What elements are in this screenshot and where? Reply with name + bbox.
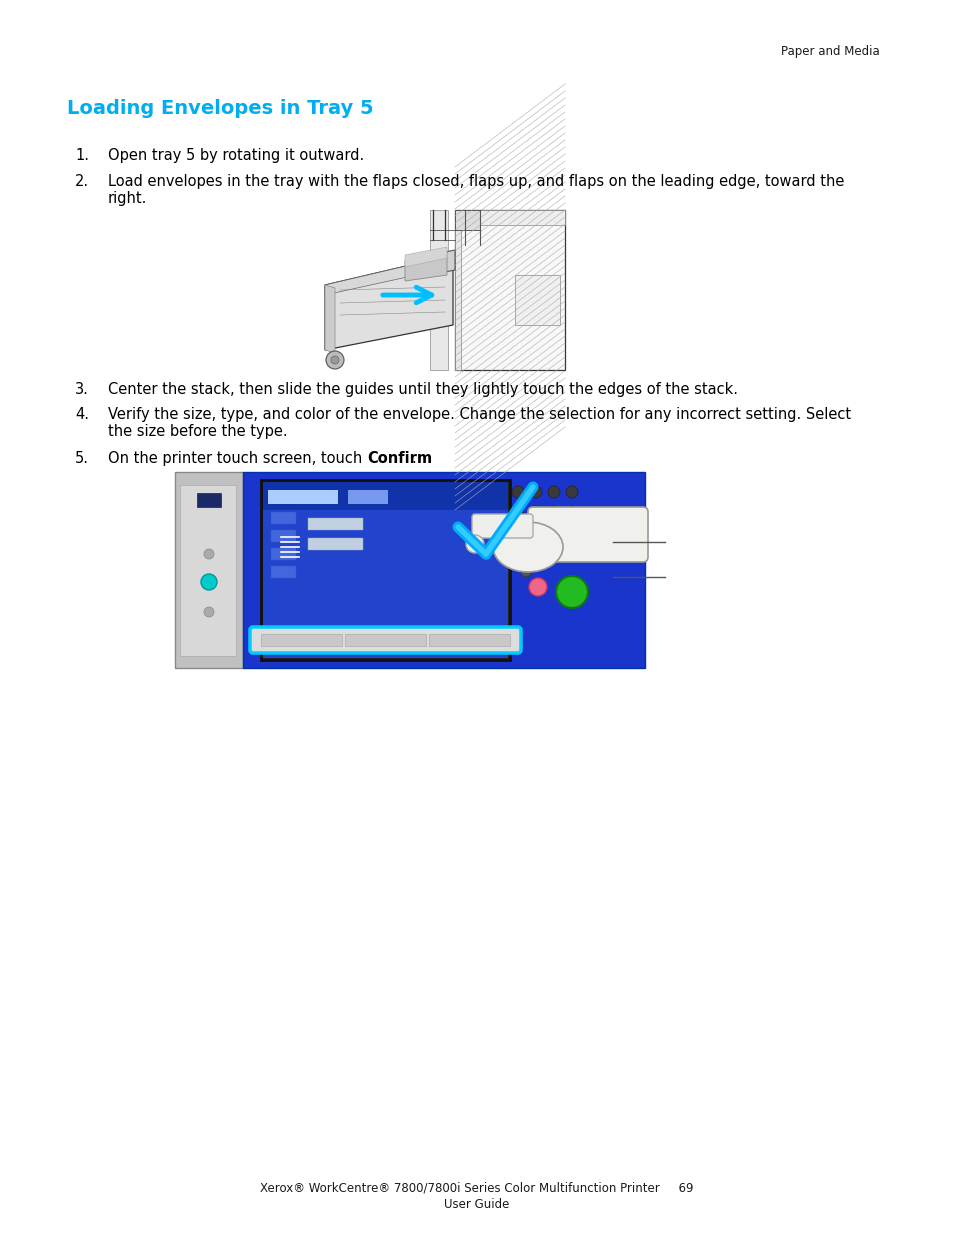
Text: the size before the type.: the size before the type.	[108, 424, 287, 438]
FancyBboxPatch shape	[271, 530, 295, 542]
Text: .: .	[412, 451, 416, 466]
Circle shape	[565, 506, 578, 517]
Circle shape	[204, 606, 213, 618]
Text: 5.: 5.	[75, 451, 89, 466]
Ellipse shape	[493, 522, 562, 572]
Circle shape	[530, 506, 541, 517]
Circle shape	[529, 578, 546, 597]
Circle shape	[547, 526, 559, 538]
Circle shape	[204, 550, 213, 559]
Circle shape	[512, 526, 523, 538]
FancyBboxPatch shape	[308, 538, 363, 550]
Text: 1.: 1.	[75, 148, 89, 163]
Text: 4.: 4.	[75, 408, 89, 422]
Text: Loading Envelopes in Tray 5: Loading Envelopes in Tray 5	[67, 99, 374, 117]
FancyBboxPatch shape	[263, 482, 507, 658]
Circle shape	[547, 546, 559, 558]
FancyBboxPatch shape	[180, 485, 235, 656]
Circle shape	[547, 487, 559, 498]
Polygon shape	[455, 210, 479, 230]
FancyBboxPatch shape	[261, 634, 341, 646]
Circle shape	[520, 552, 531, 562]
FancyBboxPatch shape	[271, 548, 295, 559]
Circle shape	[530, 546, 541, 558]
Circle shape	[512, 487, 523, 498]
Polygon shape	[405, 247, 447, 267]
Polygon shape	[455, 210, 460, 370]
Text: On the printer touch screen, touch: On the printer touch screen, touch	[108, 451, 367, 466]
FancyBboxPatch shape	[429, 634, 510, 646]
Circle shape	[512, 506, 523, 517]
FancyBboxPatch shape	[250, 627, 520, 653]
Circle shape	[465, 535, 483, 553]
Polygon shape	[243, 472, 644, 668]
Polygon shape	[455, 210, 564, 225]
FancyBboxPatch shape	[268, 490, 337, 504]
Text: Verify the size, type, and color of the envelope. Change the selection for any i: Verify the size, type, and color of the …	[108, 408, 850, 422]
Polygon shape	[174, 472, 243, 668]
FancyBboxPatch shape	[263, 482, 507, 510]
Text: right.: right.	[108, 191, 147, 206]
FancyBboxPatch shape	[527, 508, 647, 562]
Polygon shape	[430, 210, 448, 370]
Circle shape	[201, 574, 216, 590]
Text: Load envelopes in the tray with the flaps closed, flaps up, and flaps on the lea: Load envelopes in the tray with the flap…	[108, 174, 843, 189]
FancyBboxPatch shape	[308, 517, 363, 530]
Circle shape	[326, 351, 344, 369]
Polygon shape	[455, 210, 564, 370]
FancyBboxPatch shape	[271, 513, 295, 524]
Circle shape	[331, 356, 338, 364]
Text: Paper and Media: Paper and Media	[781, 46, 879, 58]
Circle shape	[520, 567, 531, 577]
Polygon shape	[325, 254, 453, 295]
Circle shape	[547, 506, 559, 517]
FancyBboxPatch shape	[261, 480, 510, 659]
Text: User Guide: User Guide	[444, 1198, 509, 1212]
Text: Center the stack, then slide the guides until they lightly touch the edges of th: Center the stack, then slide the guides …	[108, 382, 738, 396]
FancyBboxPatch shape	[345, 634, 426, 646]
Text: Confirm: Confirm	[367, 451, 432, 466]
Circle shape	[512, 546, 523, 558]
Polygon shape	[430, 249, 455, 275]
FancyBboxPatch shape	[271, 566, 295, 578]
Text: Open tray 5 by rotating it outward.: Open tray 5 by rotating it outward.	[108, 148, 364, 163]
Circle shape	[556, 576, 587, 608]
Circle shape	[530, 526, 541, 538]
Text: 2.: 2.	[75, 174, 89, 189]
FancyBboxPatch shape	[196, 493, 221, 508]
FancyBboxPatch shape	[472, 514, 533, 538]
Circle shape	[530, 487, 541, 498]
Polygon shape	[325, 254, 453, 350]
Polygon shape	[405, 252, 447, 282]
FancyBboxPatch shape	[348, 490, 388, 504]
Polygon shape	[325, 285, 335, 353]
Polygon shape	[515, 275, 559, 325]
Text: 3.: 3.	[75, 382, 89, 396]
Text: Xerox® WorkCentre® 7800/7800i Series Color Multifunction Printer     69: Xerox® WorkCentre® 7800/7800i Series Col…	[260, 1182, 693, 1194]
Circle shape	[565, 526, 578, 538]
Circle shape	[565, 546, 578, 558]
Circle shape	[565, 487, 578, 498]
